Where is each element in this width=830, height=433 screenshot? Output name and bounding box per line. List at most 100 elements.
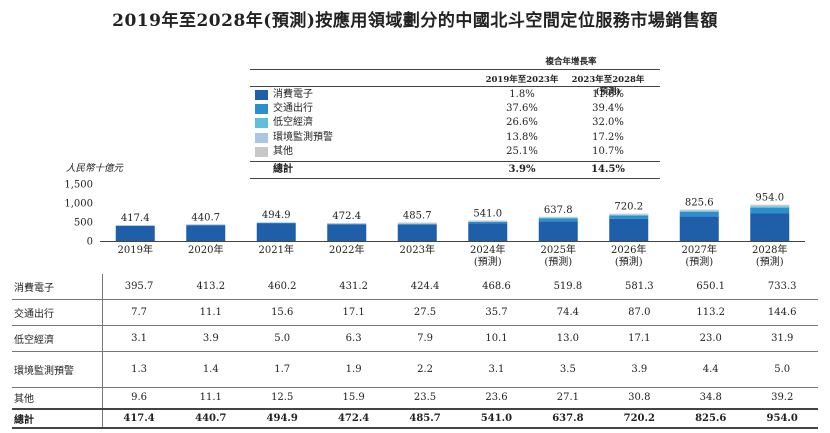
bar-segment bbox=[538, 218, 578, 222]
x-tick-sublabel: (預測) bbox=[544, 255, 572, 268]
total-label: 472.4 bbox=[332, 211, 361, 222]
growth-header-title: 複合年增長率 bbox=[545, 57, 597, 67]
bar-segment bbox=[256, 223, 296, 241]
table-cell: 31.9 bbox=[746, 325, 818, 352]
cagr-2023-2028: 11.6% bbox=[592, 89, 624, 100]
legend-swatch bbox=[255, 118, 268, 129]
legend-swatch bbox=[255, 132, 268, 143]
x-tick-label: 2023年 bbox=[400, 243, 435, 256]
total-label: 417.4 bbox=[121, 213, 150, 224]
table-cell: 494.9 bbox=[246, 408, 318, 429]
bar-segment bbox=[256, 222, 296, 224]
cagr-2023-2028: 32.0% bbox=[592, 117, 624, 129]
x-tick-label: 2026年 bbox=[611, 243, 646, 256]
cagr-2019-2023: 1.8% bbox=[509, 89, 535, 100]
table-row: 其他 9.6 11.1 12.5 15.9 23.5 23.6 27.1 30.8 34.8 39.… bbox=[12, 387, 818, 410]
bar-segment bbox=[468, 220, 508, 222]
table-cell: 17.1 bbox=[317, 299, 390, 326]
table-cell: 10.1 bbox=[460, 325, 533, 352]
legend-label: 其他 bbox=[273, 145, 293, 157]
table-cell: 30.8 bbox=[603, 387, 676, 410]
table-cell: 6.3 bbox=[317, 325, 390, 352]
data-table: 消費電子 395.7 413.2 460.2 431.2 424.4 468.6 519.8 5… bbox=[12, 274, 818, 429]
bar-segment bbox=[468, 223, 508, 241]
table-cell: 1.3 bbox=[102, 351, 176, 388]
table-cell: 485.7 bbox=[389, 408, 461, 429]
legend-label: 低空經濟 bbox=[273, 117, 313, 129]
table-cell: 424.4 bbox=[389, 274, 461, 300]
table-cell: 27.1 bbox=[532, 387, 604, 410]
table-cell: 3.9 bbox=[603, 351, 676, 388]
total-label: 637.8 bbox=[544, 205, 573, 216]
table-cell: 825.6 bbox=[675, 408, 747, 429]
cagr-2019-2023: 13.8% bbox=[506, 131, 538, 143]
table-cell: 113.2 bbox=[675, 299, 747, 326]
table-cell: 87.0 bbox=[603, 299, 676, 326]
table-cell: 1.4 bbox=[175, 351, 247, 388]
table-cell: 74.4 bbox=[532, 299, 604, 326]
bar-segment bbox=[327, 224, 367, 241]
cagr-2023-2028: 17.2% bbox=[592, 131, 624, 143]
bar-segment bbox=[609, 214, 649, 216]
bar-segment bbox=[609, 218, 649, 241]
table-cell: 395.7 bbox=[102, 274, 176, 300]
table-row: 總計 417.4 440.7 494.9 472.4 485.7 541.0 637.8 720… bbox=[12, 408, 818, 429]
table-cell: 637.8 bbox=[532, 408, 604, 429]
legend-row: 環境監測預警 13.8% 17.2% bbox=[250, 131, 660, 145]
table-cell: 23.0 bbox=[675, 325, 747, 352]
x-tick-label: 2020年 bbox=[188, 243, 223, 256]
y-tick-label: 500 bbox=[74, 218, 93, 229]
bar-segment bbox=[327, 223, 367, 225]
header-bottom-border bbox=[250, 86, 660, 87]
table-cell: 12.5 bbox=[246, 387, 318, 410]
table-cell: 5.0 bbox=[746, 351, 818, 388]
table-cell: 144.6 bbox=[746, 299, 818, 326]
table-cell: 541.0 bbox=[460, 408, 533, 429]
bar-segment bbox=[609, 215, 649, 219]
table-cell: 417.4 bbox=[102, 408, 176, 429]
bar-segment bbox=[750, 213, 790, 241]
y-tick-label: 1,500 bbox=[64, 180, 93, 191]
table-cell: 3.1 bbox=[460, 351, 533, 388]
table-cell: 39.2 bbox=[746, 387, 818, 410]
table-cell: 519.8 bbox=[532, 274, 604, 300]
table-row-label: 其他 bbox=[12, 387, 103, 410]
bar-segment bbox=[538, 216, 578, 218]
bar-segment bbox=[327, 223, 367, 224]
total-label: 954.0 bbox=[755, 193, 784, 204]
bar-segment bbox=[679, 216, 719, 241]
x-tick-label: 2021年 bbox=[259, 243, 294, 256]
total-top-border bbox=[250, 161, 660, 162]
bar-segment bbox=[538, 221, 578, 241]
x-tick-sublabel: (預測) bbox=[685, 255, 713, 268]
table-row-label: 環境監測預警 bbox=[12, 351, 103, 388]
table-cell: 431.2 bbox=[317, 274, 390, 300]
table-cell: 1.9 bbox=[317, 351, 390, 388]
table-cell: 7.9 bbox=[389, 325, 461, 352]
x-tick-label: 2024年 bbox=[470, 243, 505, 256]
x-tick-label: 2019年 bbox=[118, 243, 153, 256]
total-label: 720.2 bbox=[614, 202, 643, 213]
bar-segment bbox=[750, 204, 790, 207]
table-cell: 472.4 bbox=[317, 408, 390, 429]
bar-segment bbox=[679, 211, 719, 212]
table-cell: 460.2 bbox=[246, 274, 318, 300]
table-cell: 27.5 bbox=[389, 299, 461, 326]
table-cell: 9.6 bbox=[102, 387, 176, 410]
x-tick-sublabel: (預測) bbox=[615, 255, 643, 268]
table-cell: 440.7 bbox=[175, 408, 247, 429]
bar-segment bbox=[679, 211, 719, 217]
table-cell: 733.3 bbox=[746, 274, 818, 300]
table-cell: 35.7 bbox=[460, 299, 533, 326]
cagr-2019-2023: 25.1% bbox=[506, 145, 538, 157]
table-cell: 17.1 bbox=[603, 325, 676, 352]
bar-segment bbox=[397, 222, 437, 224]
legend-label: 消費電子 bbox=[273, 89, 313, 100]
table-cell: 954.0 bbox=[746, 408, 818, 429]
table-row: 消費電子 395.7 413.2 460.2 431.2 424.4 468.6 519.8 5… bbox=[12, 274, 818, 300]
cagr-2023-2028: 10.7% bbox=[592, 145, 624, 157]
table-cell: 650.1 bbox=[675, 274, 747, 300]
table-row-label: 低空經濟 bbox=[12, 325, 103, 352]
bar-segment bbox=[397, 223, 437, 225]
bar-segment bbox=[468, 221, 508, 224]
